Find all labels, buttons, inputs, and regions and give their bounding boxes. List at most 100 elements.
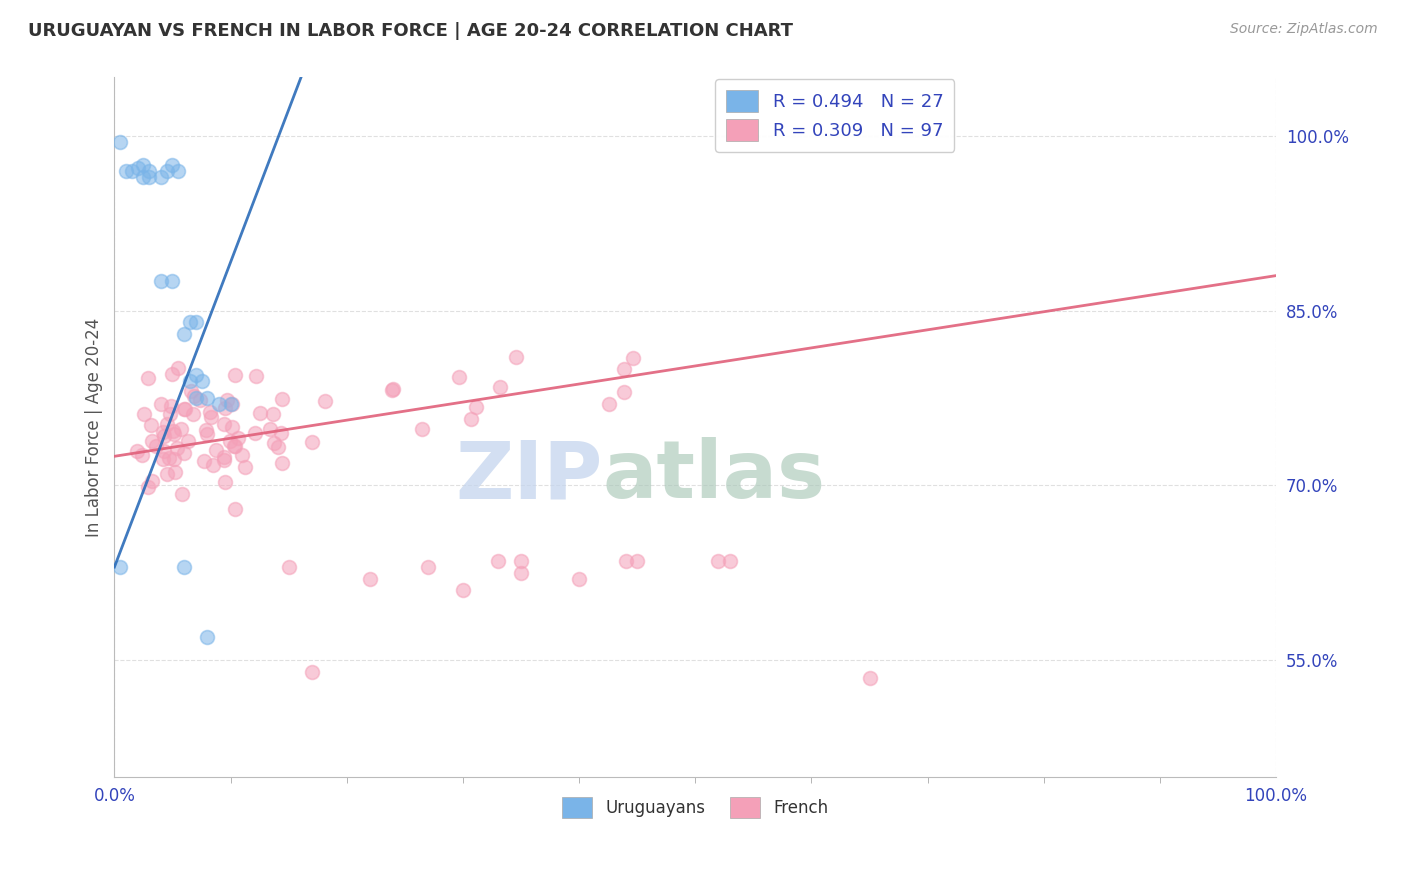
Point bbox=[231, 448, 253, 462]
Point bbox=[132, 158, 155, 172]
Point bbox=[179, 374, 201, 388]
Point bbox=[212, 450, 235, 464]
Point bbox=[179, 315, 201, 329]
Point bbox=[214, 452, 236, 467]
Point bbox=[163, 452, 186, 467]
Point bbox=[613, 385, 636, 400]
Point bbox=[359, 572, 381, 586]
Text: ZIP: ZIP bbox=[456, 437, 602, 515]
Point bbox=[163, 465, 186, 479]
Point bbox=[180, 384, 202, 399]
Point bbox=[160, 367, 183, 381]
Point bbox=[208, 397, 231, 411]
Point bbox=[195, 427, 218, 442]
Point bbox=[132, 169, 155, 184]
Point bbox=[267, 440, 290, 454]
Point bbox=[212, 417, 235, 432]
Point bbox=[121, 163, 143, 178]
Point bbox=[162, 275, 184, 289]
Point bbox=[173, 560, 195, 574]
Point bbox=[110, 135, 132, 149]
Point bbox=[215, 392, 238, 407]
Point bbox=[153, 444, 176, 458]
Y-axis label: In Labor Force | Age 20-24: In Labor Force | Age 20-24 bbox=[86, 318, 103, 537]
Point bbox=[136, 371, 159, 385]
Point bbox=[205, 442, 228, 457]
Point bbox=[138, 163, 160, 178]
Point bbox=[127, 444, 149, 458]
Point bbox=[181, 407, 204, 421]
Point bbox=[136, 480, 159, 494]
Point bbox=[568, 572, 591, 586]
Point bbox=[416, 560, 439, 574]
Point bbox=[221, 397, 243, 411]
Point bbox=[381, 382, 404, 396]
Point bbox=[219, 434, 242, 448]
Point bbox=[173, 326, 195, 341]
Point bbox=[115, 163, 138, 178]
Point bbox=[184, 315, 207, 329]
Point bbox=[127, 161, 149, 176]
Point bbox=[219, 397, 242, 411]
Point bbox=[149, 275, 172, 289]
Point bbox=[224, 501, 246, 516]
Point bbox=[152, 425, 174, 439]
Point bbox=[153, 428, 176, 442]
Point bbox=[621, 351, 644, 366]
Point bbox=[193, 454, 215, 468]
Point bbox=[183, 389, 205, 403]
Point bbox=[157, 450, 180, 465]
Point bbox=[172, 486, 194, 500]
Point bbox=[488, 380, 510, 394]
Point bbox=[149, 169, 172, 184]
Point bbox=[167, 163, 190, 178]
Point bbox=[301, 435, 323, 450]
Point bbox=[110, 560, 132, 574]
Point bbox=[598, 397, 620, 411]
Point bbox=[141, 474, 163, 488]
Point bbox=[224, 439, 246, 453]
Point bbox=[194, 423, 217, 437]
Point bbox=[314, 393, 336, 408]
Point bbox=[177, 434, 200, 448]
Point bbox=[245, 368, 267, 383]
Legend: Uruguayans, French: Uruguayans, French bbox=[555, 791, 835, 824]
Point bbox=[156, 163, 179, 178]
Text: URUGUAYAN VS FRENCH IN LABOR FORCE | AGE 20-24 CORRELATION CHART: URUGUAYAN VS FRENCH IN LABOR FORCE | AGE… bbox=[28, 22, 793, 40]
Point bbox=[162, 424, 184, 438]
Point bbox=[188, 393, 211, 408]
Point bbox=[277, 560, 299, 574]
Point bbox=[235, 459, 257, 474]
Point bbox=[152, 451, 174, 466]
Point bbox=[451, 583, 474, 598]
Point bbox=[166, 442, 188, 456]
Point bbox=[200, 409, 222, 424]
Point bbox=[150, 397, 173, 411]
Point bbox=[224, 439, 246, 453]
Point bbox=[614, 554, 637, 568]
Point bbox=[411, 422, 433, 436]
Point bbox=[718, 554, 741, 568]
Point bbox=[145, 439, 167, 453]
Point bbox=[510, 566, 533, 580]
Point bbox=[486, 554, 509, 568]
Point bbox=[249, 405, 271, 419]
Point bbox=[132, 407, 155, 421]
Point bbox=[173, 446, 195, 460]
Point bbox=[166, 360, 188, 375]
Point bbox=[170, 421, 193, 435]
Point bbox=[510, 554, 533, 568]
Point bbox=[173, 402, 195, 417]
Text: Source: ZipAtlas.com: Source: ZipAtlas.com bbox=[1230, 22, 1378, 37]
Point bbox=[271, 457, 294, 471]
Point bbox=[224, 368, 246, 383]
Point bbox=[505, 351, 527, 365]
Point bbox=[195, 630, 218, 644]
Point bbox=[464, 400, 486, 414]
Point bbox=[271, 392, 294, 406]
Point bbox=[162, 158, 184, 172]
Point bbox=[173, 402, 195, 417]
Point bbox=[243, 425, 266, 440]
Point bbox=[626, 554, 648, 568]
Point bbox=[301, 665, 323, 679]
